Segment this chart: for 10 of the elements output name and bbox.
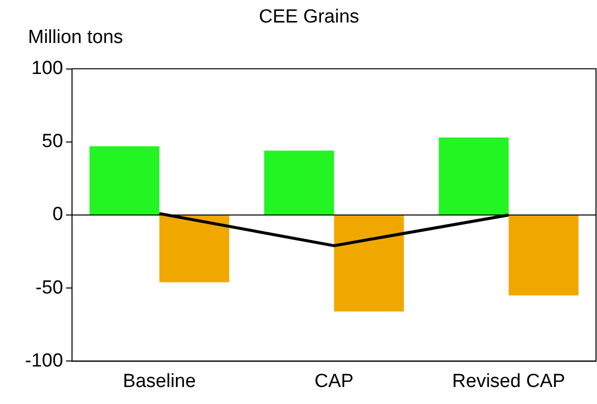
x-tick-label: CAP: [314, 370, 354, 392]
y-tick-label: -100: [24, 350, 64, 372]
y-axis-title: Million tons: [28, 27, 124, 48]
x-tick-label: Baseline: [122, 370, 196, 392]
y-tick-label: 100: [31, 58, 64, 80]
y-tick-label: -50: [36, 277, 64, 298]
y-tick-label: 50: [42, 131, 64, 152]
x-tick-label: Revised CAP: [452, 370, 566, 392]
y-tick-label: 0: [52, 204, 64, 226]
chart-title: CEE Grains: [258, 6, 360, 28]
